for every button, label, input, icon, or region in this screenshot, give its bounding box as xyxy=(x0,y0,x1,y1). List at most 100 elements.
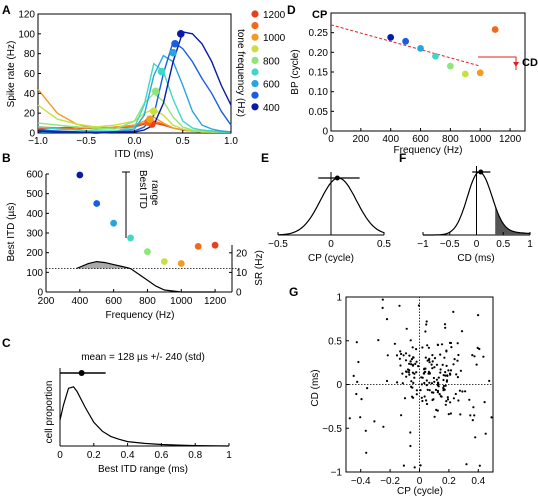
panel-g-point xyxy=(410,380,413,383)
panel-g-ytick-label: 1 xyxy=(336,293,342,304)
panel-g-point xyxy=(436,343,439,346)
panel-d-point xyxy=(491,26,499,33)
panel-g-point xyxy=(425,320,428,323)
panel-g-point xyxy=(452,397,455,400)
panel-a-best-marker xyxy=(157,67,166,76)
panel-g-point xyxy=(377,339,380,342)
panel-g-point xyxy=(425,399,428,402)
panel-e-xticks: −0.5 0 0.5 xyxy=(268,232,391,250)
panel-b-chart: 200 400 600 800 1000 1200 0100200300400500600… xyxy=(6,170,265,322)
panel-g-point xyxy=(424,367,427,370)
panel-a-chart: −1.0 −0.5 0.0 0.5 1.0 0 20 40 60 80 100 120 ITD (m… xyxy=(6,10,286,161)
panel-g-point xyxy=(400,352,403,356)
panel-d-cd-label: CD xyxy=(522,57,538,69)
panel-g-point xyxy=(457,399,460,402)
panel-a-legend-dot xyxy=(251,33,259,41)
panel-d-ytick-label: 0.05 xyxy=(309,107,329,118)
panel-g-point xyxy=(355,392,358,396)
panel-g-point xyxy=(409,444,412,448)
panel-c-xtick-label: 1 xyxy=(226,450,232,461)
panel-b-ytick-label: 200 xyxy=(26,248,43,259)
panel-g-point xyxy=(446,398,450,401)
panel-g-point xyxy=(360,398,363,401)
panel-d-ylabel: BP (cycle) xyxy=(290,49,301,94)
panel-g-point xyxy=(431,360,434,363)
panel-a-best-marker xyxy=(169,48,177,57)
panel-g-point xyxy=(419,389,422,392)
panel-c-xtick-label: 0.4 xyxy=(121,450,135,461)
panel-d-chart: 0 200 400 600 800 1000 1200 00.050.100.150.200… xyxy=(290,9,538,156)
panel-a-legend-dot xyxy=(251,68,259,76)
panel-g-point xyxy=(411,371,414,374)
panel-a-legend-dot xyxy=(251,91,259,99)
panel-g-point xyxy=(445,400,448,403)
panel-d-ytick-label: 0.10 xyxy=(309,87,329,98)
panel-b-ytick-label: 500 xyxy=(26,189,43,200)
panel-g-point xyxy=(404,352,408,355)
panel-d-ytick-label: 0 xyxy=(322,127,328,138)
panel-f-density-curve xyxy=(423,171,530,236)
panel-g-point xyxy=(385,318,389,321)
panel-g-xlabel: CP (cycle) xyxy=(397,486,443,497)
panel-c-xtick-label: 0.2 xyxy=(87,450,101,461)
panel-a-legend-dot xyxy=(251,45,259,53)
panel-e-xtick-label: 0.5 xyxy=(377,239,391,250)
panel-a-xtick-label: 0.5 xyxy=(176,136,190,147)
panel-g-point xyxy=(484,432,487,435)
panel-b-yticks-right: 0 10 20 xyxy=(229,248,248,299)
panel-g-point xyxy=(440,395,443,398)
panel-d-xtick-label: 1200 xyxy=(499,134,522,145)
panel-a-xtick-label: 0.0 xyxy=(128,136,142,147)
panel-b-sr-curve xyxy=(46,260,240,293)
panel-d-point xyxy=(432,52,439,60)
panel-g-point xyxy=(444,326,447,329)
panel-b-xtick-label: 400 xyxy=(71,296,88,307)
panel-g-point xyxy=(448,372,452,375)
panel-a-ytick-label: 80 xyxy=(24,49,36,60)
panel-b-xtick-label: 600 xyxy=(105,296,122,307)
panel-g-point xyxy=(409,339,412,342)
panel-letter-e: E xyxy=(261,151,269,165)
panel-a-legend-dot xyxy=(251,56,259,64)
panel-g-point xyxy=(483,401,486,404)
panel-b-point xyxy=(110,219,118,227)
panel-g-point xyxy=(443,323,447,326)
panel-e-xlabel: CP (cycle) xyxy=(308,253,354,264)
panel-g-point xyxy=(465,463,468,466)
panel-g-point xyxy=(410,358,413,361)
panel-b-point xyxy=(76,171,84,179)
panel-g-point xyxy=(365,451,368,454)
panel-a-xtick-label: −1.0 xyxy=(28,136,48,147)
panel-g-point xyxy=(398,357,401,360)
panel-g-point xyxy=(400,414,403,417)
panel-g-ytick-label: −0.5 xyxy=(322,424,342,435)
panel-g-point xyxy=(409,360,412,363)
panel-g-xtick-label: 0.2 xyxy=(442,476,456,487)
panel-g-point xyxy=(405,370,408,373)
panel-g-point xyxy=(436,391,439,394)
panel-g-point xyxy=(385,379,389,383)
panel-d-xtick-label: 400 xyxy=(382,134,399,145)
panel-g-xtick-label: 0.4 xyxy=(471,476,485,487)
panel-g-point xyxy=(398,304,401,307)
panel-g-point xyxy=(439,368,442,371)
panel-d-yticks: 0 0.05 0.10 0.15 0.20 0.25 xyxy=(309,28,334,138)
panel-g-point xyxy=(386,354,389,357)
panel-g-point xyxy=(428,381,431,384)
panel-b-xtick-label: 800 xyxy=(139,296,156,307)
panel-f-shaded-tail xyxy=(495,206,530,235)
panel-a-legend-label: 1000 xyxy=(263,33,286,44)
panel-a-best-marker xyxy=(171,39,179,48)
panel-g-point xyxy=(432,376,435,380)
panel-g-point xyxy=(464,390,467,393)
panel-g-point xyxy=(442,389,445,392)
panel-g-point xyxy=(468,398,471,401)
panel-g-point xyxy=(405,327,408,330)
panel-g-point xyxy=(422,372,426,375)
panel-g-point xyxy=(441,363,444,366)
panel-b-ytick-label: 100 xyxy=(26,268,43,279)
panel-g-ytick-label: 0.5 xyxy=(328,336,342,347)
panel-g-point xyxy=(425,379,428,382)
panel-g-point xyxy=(421,346,424,349)
